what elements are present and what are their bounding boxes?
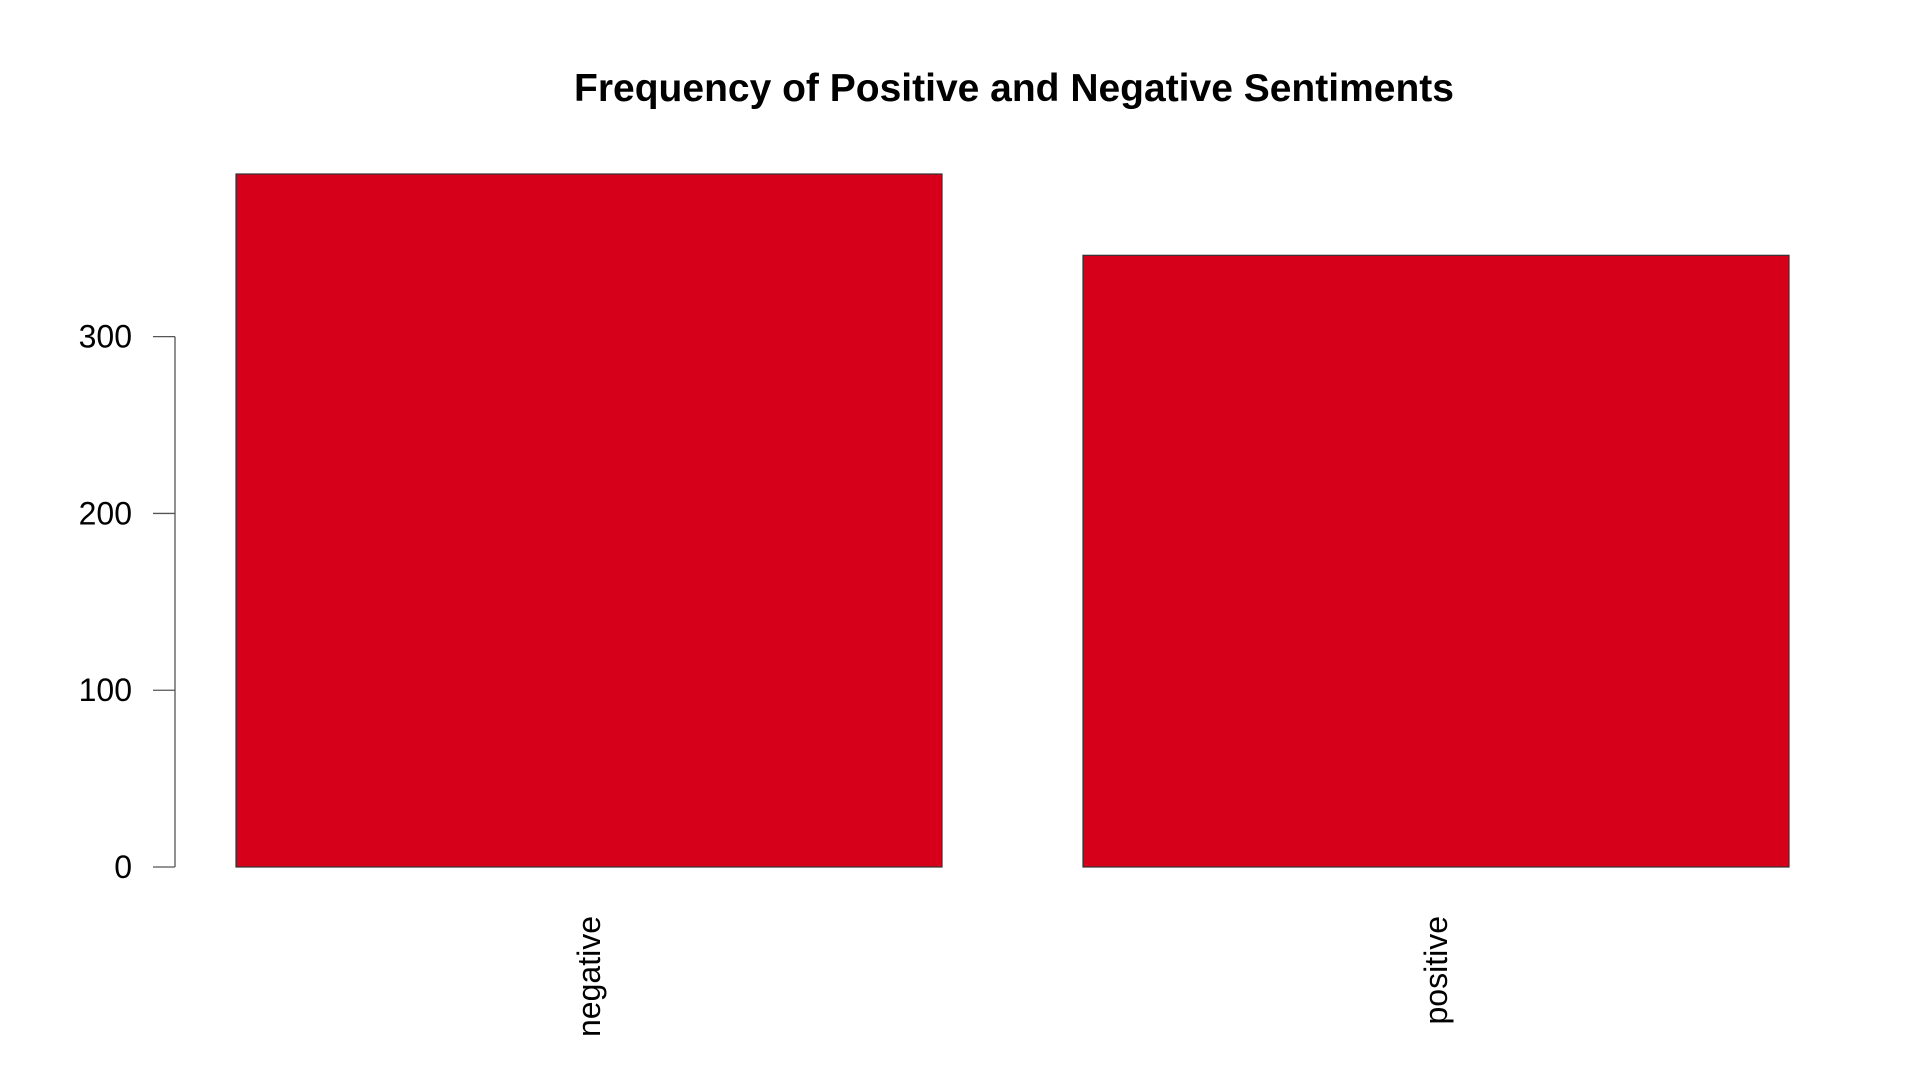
y-tick-label: 0 bbox=[114, 849, 132, 885]
x-axis-labels: negative positive bbox=[571, 916, 1454, 1037]
chart-title: Frequency of Positive and Negative Senti… bbox=[574, 67, 1454, 110]
y-axis: 0 100 200 300 bbox=[79, 319, 176, 885]
bars bbox=[235, 173, 1790, 868]
y-tick-label: 200 bbox=[79, 495, 132, 531]
bar-negative bbox=[235, 173, 943, 868]
bar-positive bbox=[1082, 254, 1790, 868]
x-tick-label-negative: negative bbox=[571, 916, 607, 1037]
y-tick-label: 100 bbox=[79, 672, 132, 708]
y-tick-label: 300 bbox=[79, 319, 132, 355]
x-tick-label-positive: positive bbox=[1418, 916, 1454, 1025]
